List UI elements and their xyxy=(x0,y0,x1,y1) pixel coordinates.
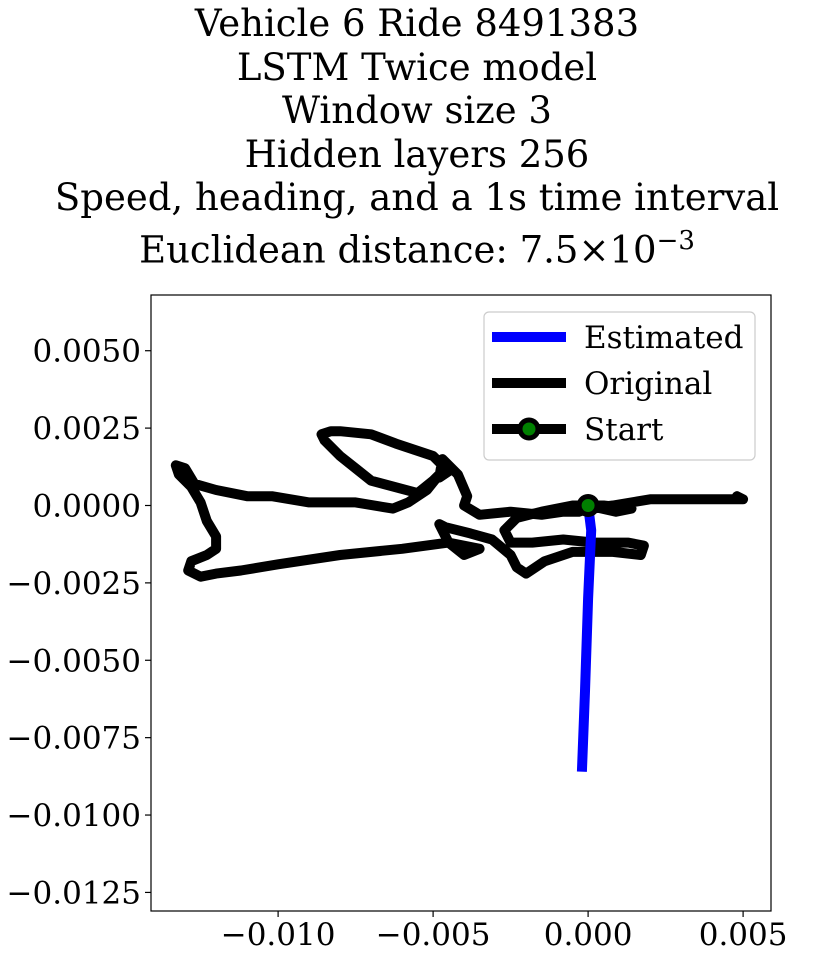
y-tick-label: 0.0000 xyxy=(33,488,141,524)
y-tick-label: 0.0050 xyxy=(33,334,141,370)
title-line-distance: Euclidean distance: 7.5×10−3 xyxy=(0,220,834,272)
x-tick-label: −0.005 xyxy=(376,917,491,953)
y-tick-label: −0.0075 xyxy=(7,721,141,757)
legend-start-marker xyxy=(517,417,541,441)
series-line-estimated xyxy=(576,504,597,772)
legend-label-start: Start xyxy=(584,412,664,448)
title-line-model: LSTM Twice model xyxy=(236,45,598,89)
title-line-vehicle: Vehicle 6 Ride 8491383 xyxy=(194,2,640,45)
title-distance-exponent: −3 xyxy=(656,225,695,256)
start-marker xyxy=(576,493,600,517)
legend: Estimated Original Start xyxy=(483,311,756,461)
legend-label-original: Original xyxy=(584,366,712,402)
legend-label-estimated: Estimated xyxy=(584,320,743,356)
y-tick-label: −0.0025 xyxy=(7,566,141,602)
title-distance-base: 10 xyxy=(609,227,657,271)
plot-frame xyxy=(150,294,772,912)
title-distance-times: × xyxy=(578,227,610,271)
y-tick-label: −0.0125 xyxy=(7,875,141,911)
series-layer xyxy=(170,426,749,772)
y-tick-label: −0.0100 xyxy=(7,798,141,834)
title-line-hidden: Hidden layers 256 xyxy=(244,132,590,176)
title-line-features: Speed, heading, and a 1s time interval xyxy=(54,176,780,219)
y-tick-label: 0.0025 xyxy=(33,411,141,447)
series-line-original xyxy=(170,426,749,582)
y-tick-label: −0.0050 xyxy=(7,643,141,679)
title-distance-prefix: Euclidean distance: 7.5 xyxy=(139,227,579,271)
legend-box xyxy=(483,311,756,461)
x-tick-label: 0.005 xyxy=(699,917,788,953)
x-tick-label: −0.010 xyxy=(221,917,336,953)
chart-title: Vehicle 6 Ride 8491383 LSTM Twice model … xyxy=(0,2,834,271)
title-line-window: Window size 3 xyxy=(282,89,552,132)
x-tick-label: 0.000 xyxy=(544,917,633,953)
axis-ticks: −0.010 −0.005 0.000 0.005 0.0050 0.0025 0.0000… xyxy=(7,334,788,953)
